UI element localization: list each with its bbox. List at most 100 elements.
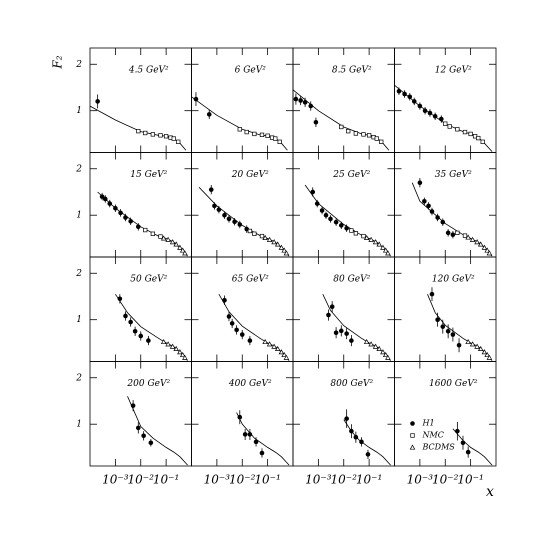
nmc-point — [443, 121, 448, 126]
nmc-point — [158, 234, 163, 239]
h1-point — [407, 94, 413, 100]
panel-title: 65 GeV² — [232, 275, 269, 285]
bcdms-point — [179, 351, 186, 358]
h1-point — [338, 223, 344, 228]
h1-point — [128, 319, 133, 325]
h1-point — [247, 338, 253, 343]
h1-point — [146, 338, 151, 343]
panel-frame — [394, 256, 497, 362]
h1-point — [333, 219, 339, 225]
bcdms-point — [368, 341, 374, 347]
h1-point — [445, 329, 451, 334]
h1-point — [107, 201, 113, 206]
nmc-point — [346, 128, 351, 134]
bcdms-point — [465, 338, 471, 345]
h1-point — [102, 196, 108, 202]
panel-title: 35 GeV² — [435, 170, 472, 180]
nmc-point — [150, 231, 156, 236]
nmc-point — [158, 133, 163, 138]
h1-point — [253, 439, 259, 445]
h1-point — [435, 317, 440, 323]
bcdms-point — [363, 234, 370, 241]
h1-point — [293, 96, 299, 102]
h1-point — [123, 313, 128, 319]
bcdms-point — [465, 234, 471, 240]
h1-point — [338, 328, 344, 334]
panel-frame — [89, 256, 192, 362]
panel-title: 4.5 GeV² — [128, 66, 169, 76]
nmc-point — [361, 132, 366, 137]
legend-marker — [409, 444, 416, 450]
panel-title: 80 GeV² — [333, 275, 370, 285]
h1-point — [148, 440, 154, 446]
nmc-point — [259, 233, 265, 239]
nmc-point — [353, 231, 359, 236]
h1-point — [237, 222, 243, 227]
h1-point — [349, 428, 354, 434]
panel-title: 12 GeV² — [435, 66, 472, 76]
panel-frame — [394, 152, 497, 258]
h1-point — [99, 194, 105, 199]
nmc-point — [455, 127, 460, 132]
bcdms-point — [474, 343, 480, 349]
bcdms-point — [274, 241, 281, 247]
h1-point — [439, 116, 444, 122]
h1-point — [314, 201, 320, 206]
x-tick-label: 10⁻³ — [102, 473, 129, 487]
panel-title: 400 GeV² — [228, 379, 272, 389]
bcdms-point — [281, 351, 287, 358]
panel-title: 200 GeV² — [126, 379, 170, 389]
x-tick-label: 10⁻³ — [407, 473, 434, 487]
h1-point — [259, 450, 265, 456]
h1-point — [417, 103, 423, 109]
nmc-point — [339, 124, 344, 130]
nmc-point — [462, 129, 468, 135]
nmc-point — [462, 233, 468, 238]
h1-point — [435, 215, 440, 220]
y-tick-label: 2 — [75, 373, 82, 383]
legend-label: NMC — [422, 431, 444, 440]
h1-point — [216, 207, 222, 212]
nmc-point — [143, 227, 148, 233]
nmc-point — [176, 139, 181, 144]
bcdms-point — [266, 236, 273, 242]
bcdms-point — [477, 345, 484, 352]
h1-point — [212, 203, 217, 209]
nmc-point — [273, 136, 278, 141]
bcdms-point — [481, 244, 488, 250]
bcdms-point — [484, 351, 490, 358]
x-tick-label: 10⁻¹ — [254, 473, 280, 487]
nmc-point — [349, 228, 354, 233]
h1-point — [247, 432, 253, 437]
x-tick-label: 10⁻² — [128, 473, 155, 487]
bcdms-point — [382, 247, 389, 253]
y-tick-label: 1 — [76, 211, 82, 221]
bcdms-point — [380, 349, 386, 355]
nmc-point — [171, 136, 176, 141]
h1-point — [141, 433, 146, 439]
nmc-point — [366, 133, 372, 138]
h1-point — [310, 189, 316, 195]
panel-title: 120 GeV² — [432, 275, 475, 285]
bcdms-point — [382, 351, 389, 358]
h1-point — [229, 321, 235, 326]
panel-frame — [292, 256, 395, 362]
h1-point — [208, 187, 214, 192]
bcdms-point — [474, 239, 480, 245]
h1-point — [333, 330, 339, 336]
panel-frame — [292, 361, 395, 467]
h1-point — [429, 209, 435, 214]
bcdms-point — [283, 250, 290, 256]
nmc-point — [476, 135, 481, 141]
bcdms-point — [372, 343, 379, 349]
bcdms-point — [173, 241, 180, 247]
h1-point — [135, 224, 141, 230]
nmc-point — [447, 124, 452, 129]
h1-point — [237, 414, 243, 420]
y-tick-label: 2 — [75, 269, 82, 279]
bcdms-point — [165, 236, 171, 242]
bcdms-point — [376, 345, 383, 352]
h1-point — [222, 297, 227, 303]
panel-frame — [191, 361, 294, 467]
nmc-point — [143, 130, 148, 136]
